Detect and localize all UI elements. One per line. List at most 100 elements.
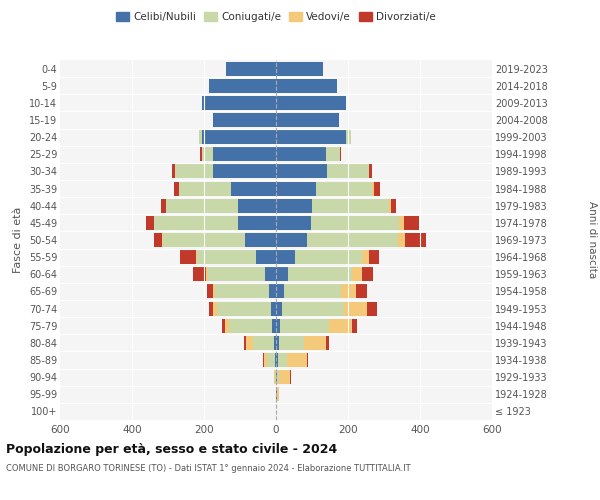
Bar bbox=[202, 96, 276, 110]
Bar bbox=[202, 148, 213, 162]
Bar bbox=[208, 268, 265, 281]
Bar bbox=[238, 198, 276, 212]
Bar bbox=[175, 164, 213, 178]
Bar bbox=[206, 268, 208, 281]
Bar bbox=[276, 164, 327, 178]
Bar bbox=[246, 336, 253, 350]
Bar bbox=[276, 148, 326, 162]
Bar bbox=[398, 233, 405, 247]
Y-axis label: Fasce di età: Fasce di età bbox=[13, 207, 23, 273]
Bar bbox=[209, 78, 276, 92]
Bar bbox=[307, 353, 308, 367]
Bar bbox=[213, 302, 217, 316]
Bar bbox=[374, 182, 380, 196]
Bar bbox=[256, 250, 276, 264]
Bar bbox=[265, 268, 276, 281]
Bar bbox=[206, 284, 213, 298]
Bar bbox=[179, 182, 231, 196]
Text: COMUNE DI BORGARO TORINESE (TO) - Dati ISTAT 1° gennaio 2024 - Elaborazione TUTT: COMUNE DI BORGARO TORINESE (TO) - Dati I… bbox=[6, 464, 410, 473]
Bar bbox=[340, 148, 341, 162]
Bar bbox=[276, 216, 311, 230]
Bar bbox=[276, 78, 337, 92]
Bar bbox=[213, 164, 276, 178]
Bar bbox=[279, 336, 304, 350]
Bar bbox=[352, 318, 356, 332]
Bar bbox=[277, 370, 279, 384]
Bar bbox=[199, 130, 202, 144]
Bar bbox=[276, 113, 339, 127]
Bar bbox=[276, 62, 323, 76]
Bar bbox=[172, 164, 175, 178]
Text: Anni di nascita: Anni di nascita bbox=[587, 202, 597, 278]
Bar bbox=[161, 198, 166, 212]
Bar bbox=[196, 250, 197, 264]
Bar bbox=[213, 284, 215, 298]
Bar bbox=[368, 164, 369, 178]
Bar bbox=[312, 198, 389, 212]
Bar bbox=[269, 284, 276, 298]
Bar bbox=[238, 216, 276, 230]
Bar bbox=[283, 302, 344, 316]
Bar bbox=[275, 370, 276, 384]
Bar bbox=[276, 353, 278, 367]
Bar bbox=[162, 233, 163, 247]
Bar bbox=[346, 130, 350, 144]
Legend: Celibi/Nubili, Coniugati/e, Vedovi/e, Divorziati/e: Celibi/Nubili, Coniugati/e, Vedovi/e, Di… bbox=[112, 8, 440, 26]
Bar bbox=[295, 250, 362, 264]
Bar bbox=[275, 353, 276, 367]
Bar bbox=[326, 336, 329, 350]
Bar bbox=[404, 216, 419, 230]
Bar bbox=[276, 96, 346, 110]
Bar bbox=[209, 302, 213, 316]
Bar bbox=[276, 370, 277, 384]
Bar bbox=[389, 198, 391, 212]
Bar bbox=[202, 130, 276, 144]
Bar bbox=[307, 233, 398, 247]
Bar bbox=[217, 302, 271, 316]
Bar bbox=[193, 268, 206, 281]
Bar bbox=[268, 353, 275, 367]
Bar bbox=[215, 284, 269, 298]
Bar bbox=[400, 216, 404, 230]
Bar bbox=[277, 388, 278, 402]
Bar bbox=[362, 250, 369, 264]
Bar bbox=[274, 370, 275, 384]
Bar bbox=[263, 353, 264, 367]
Bar bbox=[200, 148, 202, 162]
Bar bbox=[229, 318, 272, 332]
Bar bbox=[146, 216, 154, 230]
Bar bbox=[405, 233, 426, 247]
Bar bbox=[226, 62, 276, 76]
Bar bbox=[276, 182, 316, 196]
Bar bbox=[222, 318, 225, 332]
Bar bbox=[372, 182, 374, 196]
Bar bbox=[284, 284, 341, 298]
Bar bbox=[276, 233, 307, 247]
Bar bbox=[276, 318, 280, 332]
Bar bbox=[304, 336, 326, 350]
Bar bbox=[287, 268, 352, 281]
Bar bbox=[362, 268, 373, 281]
Bar bbox=[225, 318, 229, 332]
Bar bbox=[272, 318, 276, 332]
Bar bbox=[175, 182, 179, 196]
Bar bbox=[276, 268, 287, 281]
Bar bbox=[391, 198, 395, 212]
Bar bbox=[274, 336, 276, 350]
Bar bbox=[369, 164, 372, 178]
Bar bbox=[271, 302, 276, 316]
Bar bbox=[244, 336, 246, 350]
Bar bbox=[245, 233, 276, 247]
Bar bbox=[279, 370, 290, 384]
Bar bbox=[367, 302, 377, 316]
Bar bbox=[166, 198, 238, 212]
Bar bbox=[163, 233, 245, 247]
Bar bbox=[311, 216, 400, 230]
Bar bbox=[329, 318, 352, 332]
Bar bbox=[327, 164, 368, 178]
Bar bbox=[316, 182, 372, 196]
Bar bbox=[213, 148, 276, 162]
Bar bbox=[287, 353, 307, 367]
Bar bbox=[341, 284, 356, 298]
Bar bbox=[369, 250, 379, 264]
